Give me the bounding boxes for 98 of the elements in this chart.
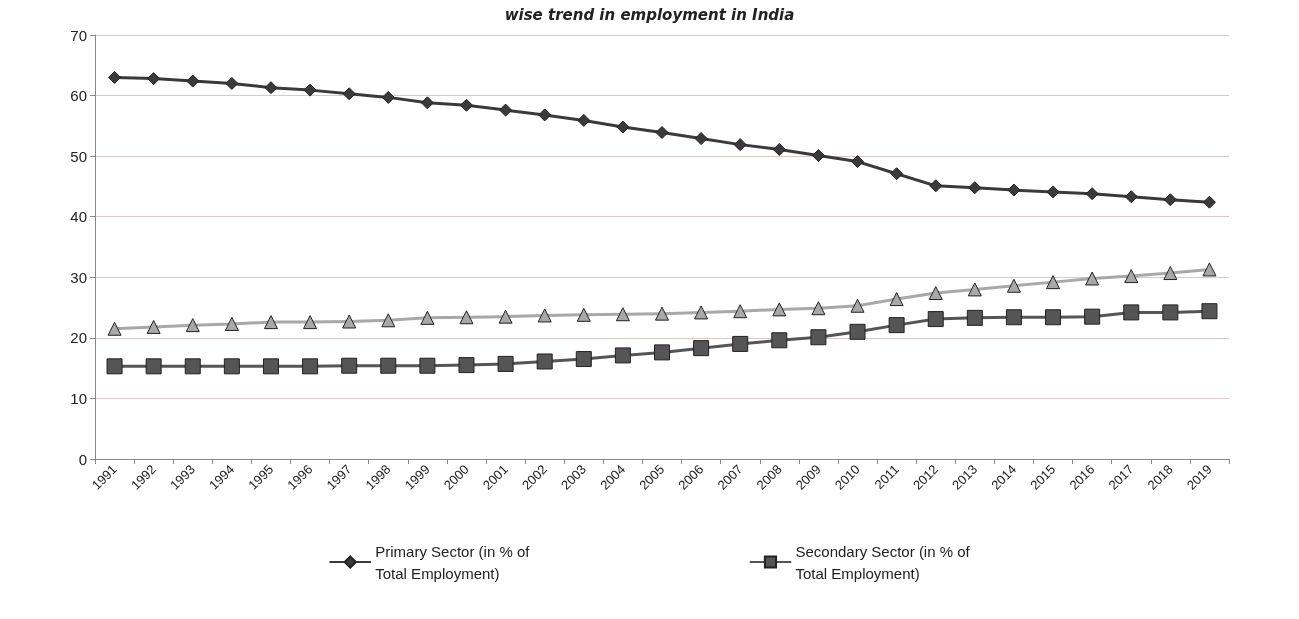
point [225,76,239,90]
point [263,315,278,330]
point [145,358,162,375]
point [497,355,514,372]
point [966,309,983,326]
point [381,313,396,328]
point [655,126,669,140]
point [1046,275,1061,290]
point [772,302,787,317]
y-tick-label: 50 [70,147,87,165]
point [1163,193,1177,207]
point [616,120,630,134]
point [733,138,747,152]
point [1045,309,1062,326]
point [693,340,710,357]
point [342,87,356,101]
point [458,357,475,374]
point [302,358,319,375]
point [1085,271,1100,286]
point [264,81,278,95]
legend-label: Primary Sector (in % of Total Employment) [375,542,531,582]
point [810,329,827,346]
point [929,179,943,193]
point [147,72,161,86]
point [890,167,904,181]
point [1124,269,1139,284]
point [380,357,397,374]
point [654,344,670,361]
point [1046,185,1060,199]
point [303,83,317,97]
point [772,142,786,156]
point [419,357,436,374]
point [928,286,943,301]
y-tick-label: 60 [70,87,87,105]
point [536,353,553,370]
point [1202,262,1217,277]
point [1124,190,1138,204]
point [185,318,200,333]
point [223,358,240,375]
point [1202,195,1216,209]
point [732,335,749,352]
point [420,310,435,325]
y-tick-label: 10 [70,389,87,407]
point [420,96,434,110]
point [968,181,982,195]
point [499,103,513,117]
point [1163,266,1178,281]
point [811,149,825,163]
point [459,98,473,112]
point [1162,304,1179,321]
point [537,308,552,323]
point [303,315,318,330]
point [184,358,201,375]
point [1201,303,1218,320]
point [224,316,239,331]
point [1085,187,1099,201]
point [342,314,357,329]
y-tick-label: 20 [70,329,87,347]
point [1005,309,1022,326]
point [577,113,591,127]
point [381,90,395,104]
point [576,307,591,322]
point [108,70,122,84]
point [615,307,630,322]
point [771,332,788,349]
point [1123,304,1140,321]
point [850,298,865,313]
point [694,305,709,320]
point [655,306,669,321]
point [888,317,905,334]
point [1006,278,1021,293]
point [186,74,200,88]
point [849,323,866,340]
point [967,282,982,297]
y-tick-label: 30 [70,268,87,286]
point [106,358,123,375]
point [459,310,474,325]
y-tick-label: 0 [78,450,87,468]
y-tick-label: 70 [70,26,87,44]
point [262,358,279,375]
y-tick-label: 40 [70,208,87,226]
point [538,108,552,122]
point [1084,308,1101,325]
point [341,357,358,374]
point [889,292,904,307]
point [146,319,161,334]
chart-title: wise trend in employment in India [504,5,795,24]
point [1007,183,1021,197]
point [575,351,592,368]
point [498,309,513,324]
point [927,311,944,328]
point [811,301,826,316]
point [107,321,122,336]
point [614,347,631,364]
point [694,132,708,146]
point [851,155,865,169]
point [733,304,748,319]
legend-label: Secondary Sector (in % of Total Employment) [795,542,971,582]
